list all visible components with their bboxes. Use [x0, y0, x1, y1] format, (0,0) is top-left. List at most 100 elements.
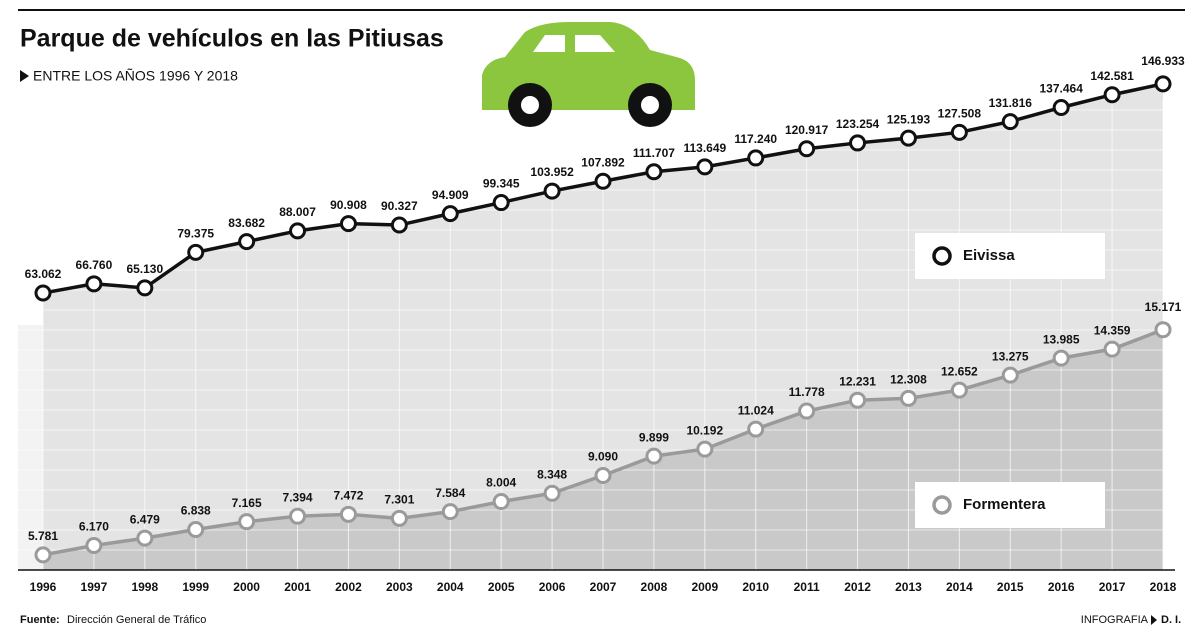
- value-label: 6.479: [130, 512, 160, 526]
- value-label: 6.170: [79, 520, 109, 534]
- value-label: 63.062: [25, 267, 62, 281]
- value-label: 12.652: [941, 364, 978, 378]
- x-tick-label: 2003: [386, 580, 413, 594]
- point: [849, 391, 867, 409]
- x-tick-label: 2009: [691, 580, 718, 594]
- value-label: 88.007: [279, 205, 316, 219]
- point: [645, 447, 663, 465]
- legend-marker: [932, 495, 952, 515]
- x-tick-label: 1998: [131, 580, 158, 594]
- x-tick-label: 2015: [997, 580, 1024, 594]
- point: [798, 140, 816, 158]
- value-label: 90.327: [381, 199, 418, 213]
- value-label: 7.394: [283, 490, 313, 504]
- point: [1154, 75, 1172, 93]
- value-label: 99.345: [483, 177, 520, 191]
- point: [696, 440, 714, 458]
- point: [1001, 113, 1019, 131]
- value-label: 7.301: [384, 493, 414, 507]
- chart-subtitle: ENTRE LOS AÑOS 1996 Y 2018: [33, 68, 238, 84]
- value-label: 142.581: [1090, 69, 1134, 83]
- chart-title: Parque de vehículos en las Pitiusas: [20, 25, 444, 53]
- value-label: 127.508: [938, 106, 982, 120]
- subtitle-arrow: [20, 70, 29, 82]
- point: [696, 158, 714, 176]
- value-label: 9.899: [639, 430, 669, 444]
- point: [594, 467, 612, 485]
- x-tick-label: 2006: [539, 580, 566, 594]
- value-label: 94.909: [432, 188, 469, 202]
- point: [492, 493, 510, 511]
- point: [594, 172, 612, 190]
- point: [1103, 340, 1121, 358]
- car-icon: [482, 22, 695, 127]
- value-label: 66.760: [76, 258, 113, 272]
- credit-arrow: [1151, 615, 1157, 625]
- credit: INFOGRAFIA: [1081, 614, 1149, 626]
- point: [136, 279, 154, 297]
- legend-marker: [932, 246, 952, 266]
- point: [950, 381, 968, 399]
- point: [441, 503, 459, 521]
- x-tick-label: 1997: [81, 580, 108, 594]
- point: [1103, 86, 1121, 104]
- value-label: 6.838: [181, 504, 211, 518]
- value-label: 117.240: [734, 132, 777, 146]
- value-label: 13.985: [1043, 332, 1080, 346]
- value-label: 12.231: [839, 374, 876, 388]
- value-label: 7.584: [435, 486, 465, 500]
- value-label: 103.952: [530, 165, 574, 179]
- point: [543, 182, 561, 200]
- value-label: 10.192: [686, 423, 723, 437]
- point: [238, 513, 256, 531]
- point: [747, 149, 765, 167]
- point: [747, 420, 765, 438]
- x-tick-label: 2018: [1150, 580, 1177, 594]
- point: [899, 129, 917, 147]
- point: [441, 205, 459, 223]
- point: [798, 402, 816, 420]
- point: [289, 222, 307, 240]
- legend-label: Eivissa: [963, 247, 1015, 264]
- x-tick-label: 2002: [335, 580, 362, 594]
- point: [34, 284, 52, 302]
- x-tick-label: 1999: [182, 580, 209, 594]
- value-label: 9.090: [588, 450, 618, 464]
- point: [339, 215, 357, 233]
- point: [1001, 366, 1019, 384]
- value-label: 15.171: [1145, 300, 1182, 314]
- point: [1052, 349, 1070, 367]
- point: [136, 529, 154, 547]
- value-label: 120.917: [785, 123, 829, 137]
- value-label: 107.892: [581, 155, 625, 169]
- point: [289, 507, 307, 525]
- point: [543, 484, 561, 502]
- point: [339, 505, 357, 523]
- x-tick-label: 2012: [844, 580, 871, 594]
- point: [645, 163, 663, 181]
- x-tick-label: 2007: [590, 580, 617, 594]
- x-tick-label: 2014: [946, 580, 973, 594]
- value-label: 137.464: [1039, 82, 1083, 96]
- x-tick-label: 2000: [233, 580, 260, 594]
- x-tick-label: 2004: [437, 580, 464, 594]
- value-label: 131.816: [989, 96, 1033, 110]
- value-label: 7.165: [232, 496, 262, 510]
- point: [187, 243, 205, 261]
- value-label: 125.193: [887, 112, 931, 126]
- x-tick-label: 2001: [284, 580, 311, 594]
- value-label: 12.308: [890, 373, 927, 387]
- author: D. I.: [1161, 614, 1181, 626]
- point: [1154, 321, 1172, 339]
- source: Dirección General de Tráfico: [67, 614, 206, 626]
- value-label: 146.933: [1141, 54, 1185, 68]
- point: [849, 134, 867, 152]
- value-label: 111.707: [633, 146, 675, 160]
- point: [187, 521, 205, 539]
- value-label: 8.348: [537, 467, 567, 481]
- point: [899, 389, 917, 407]
- value-label: 11.778: [789, 385, 825, 399]
- source-label: Fuente:: [20, 614, 60, 626]
- value-label: 8.004: [486, 476, 516, 490]
- legend-label: Formentera: [963, 496, 1046, 513]
